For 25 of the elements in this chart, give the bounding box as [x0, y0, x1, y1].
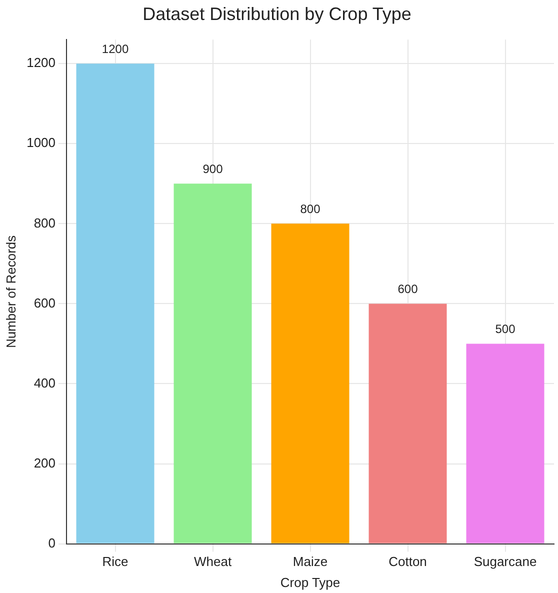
- chart-title: Dataset Distribution by Crop Type: [142, 4, 412, 24]
- data-label: 900: [202, 162, 224, 176]
- x-tick-label: Wheat: [194, 554, 232, 570]
- bar: [76, 64, 154, 544]
- y-tick-label: 200: [34, 455, 56, 470]
- y-tick-label: 1000: [26, 135, 56, 150]
- bar: [271, 224, 350, 544]
- y-tick-label: 1200: [26, 55, 56, 70]
- y-tick-label: 400: [34, 375, 56, 390]
- x-tick-label: Rice: [102, 554, 128, 570]
- y-tick-label: 800: [34, 215, 56, 230]
- x-tick-label: Sugarcane: [474, 554, 537, 570]
- bar: [466, 344, 544, 544]
- data-label: 1200: [102, 42, 129, 56]
- y-tick-label: 600: [34, 295, 56, 310]
- x-axis-title: Crop Type: [280, 574, 340, 590]
- data-label: 600: [398, 282, 418, 296]
- x-tick-label: Maize: [292, 554, 328, 570]
- bar: [368, 304, 447, 544]
- bar: [174, 184, 252, 544]
- x-tick-label: Cotton: [388, 554, 427, 570]
- y-tick-label: 0: [48, 535, 56, 550]
- y-axis-title: Number of Records: [3, 234, 18, 348]
- data-label: 500: [495, 322, 516, 336]
- data-label: 800: [300, 202, 321, 216]
